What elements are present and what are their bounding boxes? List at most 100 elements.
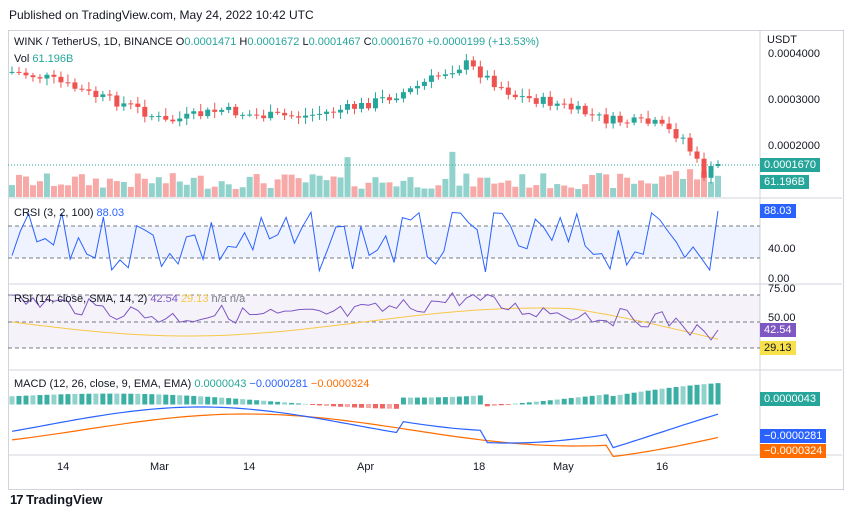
macd-hist-bar	[379, 404, 385, 409]
candle-body	[645, 118, 651, 124]
crsi-line	[11, 210, 719, 273]
macd-hist-bar	[170, 394, 176, 405]
macd-hist-bar	[23, 395, 29, 405]
volume-bar	[50, 185, 57, 197]
macd-hist-bar	[687, 385, 693, 405]
macd-hist-bar	[268, 401, 274, 405]
x-tick-2: Mar	[150, 461, 169, 473]
candle-body	[666, 123, 672, 130]
volume-bar	[708, 181, 715, 197]
macd-hist-bar	[107, 393, 113, 405]
footer-brand[interactable]: 17 TradingView	[10, 492, 102, 507]
macd-hist-bar	[652, 389, 658, 405]
volume-bar	[701, 171, 708, 197]
macd-hist-badge: 0.0000043	[760, 392, 820, 406]
volume-bar	[603, 174, 610, 197]
volume-bar	[274, 179, 281, 197]
crsi-badge: 88.03	[760, 204, 796, 218]
candle-body	[624, 122, 630, 124]
volume-bar	[127, 186, 134, 197]
macd-hist-bar	[694, 384, 700, 405]
macd-hist-bar	[275, 401, 281, 405]
crsi-tick-2: 0.00	[768, 273, 790, 285]
macd-hist-bar	[568, 398, 574, 405]
macd-hist-bar	[589, 395, 595, 405]
candle-body	[694, 151, 700, 159]
candle-body	[310, 114, 316, 116]
volume-bar	[344, 157, 351, 197]
macd-signal-line	[11, 413, 719, 458]
volume-bar	[547, 188, 554, 197]
close-label: C	[363, 36, 372, 48]
volume-bar	[428, 188, 435, 197]
candle-body	[275, 111, 281, 113]
volume-bar	[204, 188, 211, 197]
volume-bar	[582, 184, 589, 197]
volume-bar	[442, 178, 449, 197]
candle-body	[240, 114, 246, 116]
volume-bar	[638, 180, 645, 197]
macd-hist-bar	[603, 394, 609, 405]
candle-body	[463, 60, 469, 70]
candle-body	[93, 90, 99, 98]
candle-body	[673, 129, 679, 139]
macd-line	[11, 406, 719, 449]
macd-hist-bar	[212, 397, 218, 405]
open-value: 0.0001471	[184, 36, 237, 48]
macd-value: −0.0000281	[249, 378, 308, 390]
volume-bar	[365, 182, 372, 197]
candle-body	[449, 73, 455, 75]
macd-hist-bar	[128, 393, 134, 405]
volume-bar	[162, 183, 169, 197]
candle-body	[603, 114, 609, 124]
volume-bar	[218, 181, 225, 197]
candle-body	[540, 96, 546, 104]
candle-body	[575, 105, 581, 110]
close-value: 0.0001670	[371, 36, 424, 48]
volume-bar	[498, 182, 505, 197]
macd-hist-bar	[442, 397, 448, 405]
candle-body	[233, 106, 239, 116]
symbol-legend: WINK / TetherUS, 1D, BINANCE O0.0001471 …	[14, 36, 539, 48]
macd-hist-bar	[93, 393, 99, 405]
macd-hist-bar	[163, 394, 169, 405]
volume-value: 61.196B	[32, 53, 74, 65]
candle-body	[205, 109, 211, 117]
volume-bar	[288, 174, 295, 197]
macd-hist-value: 0.0000043	[194, 378, 247, 390]
macd-hist-bar	[205, 396, 211, 405]
price-candles	[9, 53, 721, 184]
volume-bar	[519, 174, 526, 197]
candle-body	[561, 103, 567, 105]
rsi-label: RSI (14, close, SMA, 14, 2)	[14, 293, 148, 305]
volume-bar	[568, 187, 575, 197]
candle-body	[65, 82, 71, 84]
volume-bar	[253, 174, 260, 197]
candle-body	[289, 115, 295, 117]
candle-body	[23, 72, 29, 76]
candle-body	[456, 69, 462, 74]
macd-hist-bar	[645, 390, 651, 405]
volume-bar	[64, 185, 71, 197]
candle-body	[547, 96, 553, 106]
volume-bar	[92, 178, 99, 197]
macd-hist-bar	[345, 404, 351, 408]
macd-hist-bar	[659, 388, 665, 405]
volume-bar	[386, 182, 393, 197]
volume-bar	[540, 173, 547, 197]
x-tick-7: 16	[656, 461, 669, 473]
volume-bar	[554, 184, 561, 197]
x-tick-1: 14	[57, 461, 70, 473]
macd-hist-bar	[372, 404, 378, 409]
volume-bar	[400, 180, 407, 197]
macd-signal-badge: −0.0000324	[760, 444, 827, 458]
rsi-sma-badge: 29.13	[760, 341, 796, 355]
macd-hist-bar	[324, 404, 330, 406]
candle-body	[44, 74, 50, 79]
volume-bar	[134, 173, 141, 197]
candle-body	[421, 81, 427, 86]
macd-hist-bar	[338, 404, 344, 407]
candle-body	[526, 96, 532, 99]
candle-body	[554, 103, 560, 106]
